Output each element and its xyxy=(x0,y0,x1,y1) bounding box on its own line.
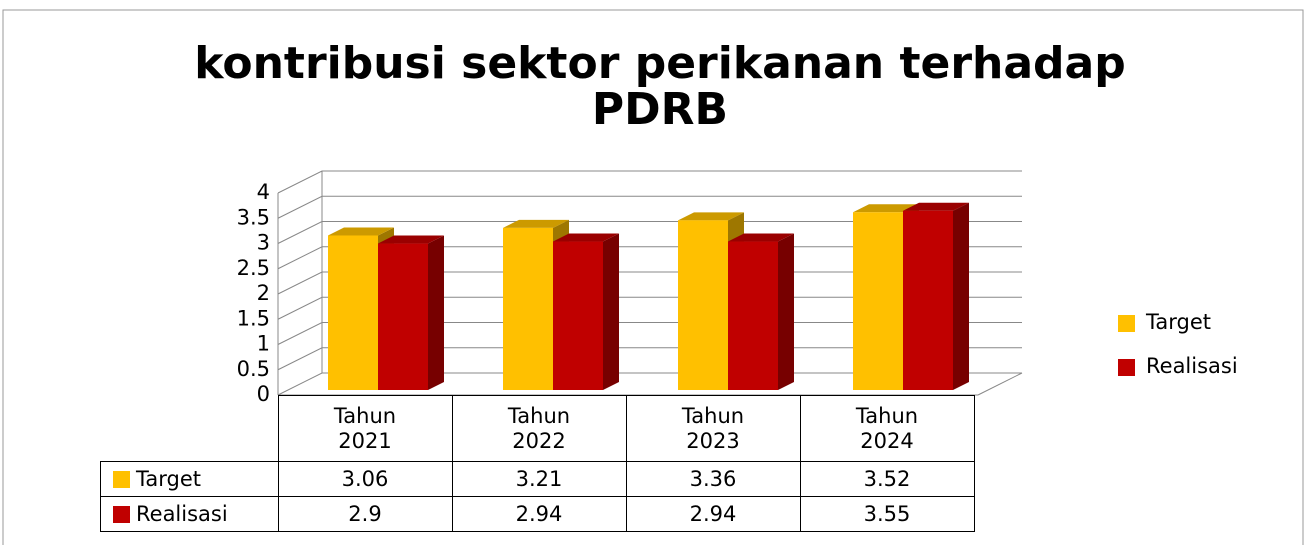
table-value: 2.94 xyxy=(625,496,801,532)
bar xyxy=(678,220,728,390)
legend-swatch xyxy=(113,470,130,488)
y-tick-label: 2.5 xyxy=(237,256,270,280)
bar-top xyxy=(328,227,394,236)
floor-edge xyxy=(977,372,1023,396)
bar-top xyxy=(678,212,744,221)
bar xyxy=(378,243,428,390)
table-row: Tahun 2021 Tahun 2022 Tahun 2023 Tahun 2024 xyxy=(101,395,975,462)
bar-side xyxy=(953,202,969,390)
table-series-label: Target xyxy=(136,466,201,491)
y-tick-label: 0 xyxy=(257,382,270,406)
legend-label: Realisasi xyxy=(1146,354,1238,378)
y-tick-label: 1.5 xyxy=(237,306,270,330)
table-value: 2.9 xyxy=(277,496,453,532)
bar xyxy=(903,210,953,390)
y-tick-label: 2 xyxy=(257,281,270,305)
data-table: Tahun 2021 Tahun 2022 Tahun 2023 Tahun 2024… xyxy=(100,395,975,532)
bar-top xyxy=(728,233,794,242)
table-series-label: Realisasi xyxy=(136,501,228,526)
bar-top xyxy=(903,202,969,211)
y-tick-label: 1 xyxy=(257,332,270,356)
category-label: Tahun 2021 xyxy=(277,395,453,462)
legend-swatch xyxy=(1118,359,1135,376)
bar-side xyxy=(428,235,444,390)
chart-frame xyxy=(2,9,1304,545)
grid-line xyxy=(277,170,1022,194)
category-label: Tahun 2023 xyxy=(625,395,801,462)
legend-label: Target xyxy=(1145,310,1211,334)
bar xyxy=(728,241,778,390)
legend-swatch xyxy=(1118,315,1135,332)
category-label: Tahun 2022 xyxy=(451,395,627,462)
table-value: 3.55 xyxy=(799,496,975,532)
table-value: 3.52 xyxy=(799,461,975,497)
bar xyxy=(553,241,603,390)
table-value: 2.94 xyxy=(451,496,627,532)
grid-line xyxy=(277,195,1022,219)
chart-title: kontribusi sektor perikanan terhadap PDRB xyxy=(194,38,1125,135)
category-label: Tahun 2024 xyxy=(799,395,975,462)
table-row: Target 3.06 3.21 3.36 3.52 xyxy=(100,461,975,497)
bar xyxy=(328,235,378,390)
y-tick-label: 3 xyxy=(257,231,270,255)
bar-top xyxy=(553,233,619,242)
table-corner xyxy=(101,396,279,462)
bar xyxy=(503,227,553,390)
table-series-cell: Target xyxy=(100,461,279,497)
table-value: 3.36 xyxy=(625,461,801,497)
table-series-cell: Realisasi xyxy=(100,496,279,532)
legend-swatch xyxy=(113,505,130,523)
table-value: 3.06 xyxy=(277,461,453,497)
table-value: 3.21 xyxy=(451,461,627,497)
y-tick-label: 3.5 xyxy=(237,205,270,229)
bar-top xyxy=(378,235,444,244)
bar-side xyxy=(778,233,794,390)
grid-line xyxy=(277,221,1022,244)
table-row: Realisasi 2.9 2.94 2.94 3.55 xyxy=(100,496,975,532)
bar-top xyxy=(853,204,919,213)
y-tick-label: 4 xyxy=(257,180,270,204)
bar-side xyxy=(603,233,619,390)
y-tick-label: 0.5 xyxy=(237,357,270,381)
bar-top xyxy=(503,219,569,228)
bar xyxy=(853,212,903,390)
